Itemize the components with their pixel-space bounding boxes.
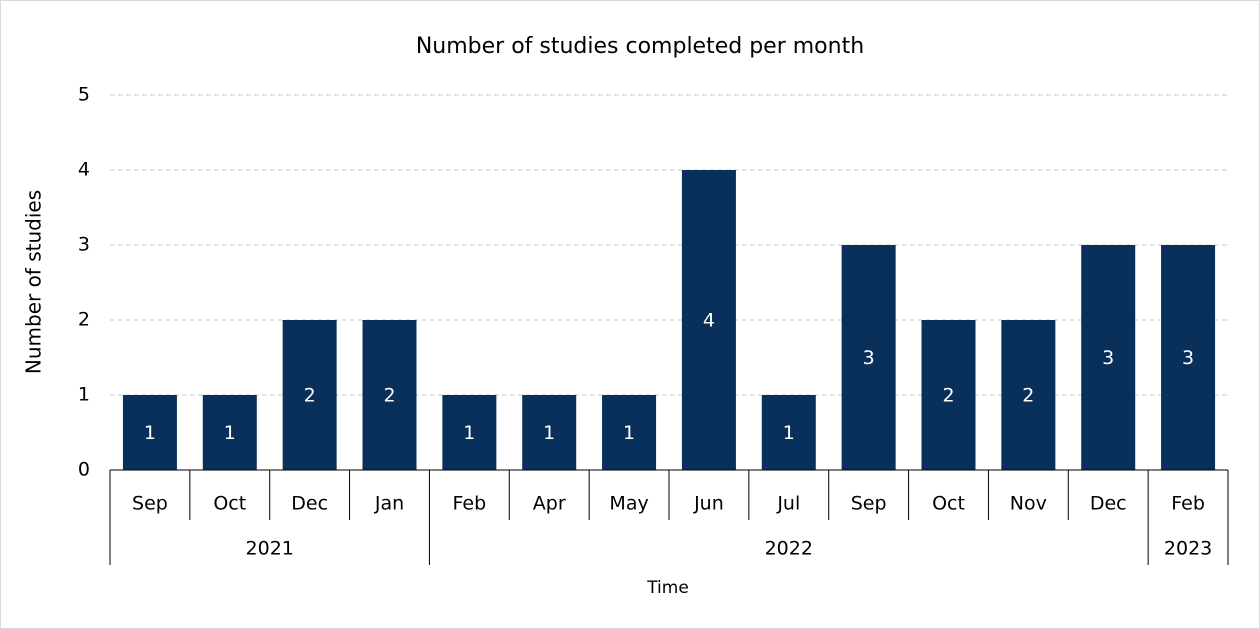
data-label: 3	[1102, 347, 1114, 369]
y-axis-label: Number of studies	[22, 190, 46, 374]
x-axis-label: Time	[646, 578, 689, 598]
bar	[841, 245, 896, 470]
y-tick-label: 4	[78, 159, 90, 181]
bar	[522, 395, 577, 470]
x-tick-label: Sep	[132, 493, 168, 515]
data-label: 4	[703, 310, 715, 332]
bar	[921, 320, 976, 470]
data-label: 2	[383, 385, 395, 407]
x-tick-label: Dec	[291, 493, 328, 515]
data-label: 3	[863, 347, 875, 369]
data-label: 1	[224, 422, 236, 444]
bar	[282, 320, 337, 470]
x-tick-label: Jan	[374, 493, 404, 515]
x-tick-label: Dec	[1090, 493, 1127, 515]
data-label: 1	[623, 422, 635, 444]
group-label: 2022	[765, 538, 813, 560]
data-label: 1	[463, 422, 475, 444]
y-tick-label: 2	[78, 309, 90, 331]
x-tick-label: Oct	[213, 493, 246, 515]
x-tick-label: Jun	[693, 493, 724, 515]
bar	[1081, 245, 1136, 470]
data-label: 2	[942, 385, 954, 407]
bar	[761, 395, 816, 470]
data-label: 1	[783, 422, 795, 444]
group-label: 2023	[1164, 538, 1212, 560]
x-tick-label: Feb	[453, 493, 487, 515]
bar	[202, 395, 257, 470]
x-tick-label: Jul	[776, 493, 800, 515]
x-tick-label: May	[609, 493, 648, 515]
data-label: 1	[144, 422, 156, 444]
x-tick-label: Nov	[1010, 493, 1047, 515]
data-label: 2	[1022, 385, 1034, 407]
x-tick-label: Apr	[533, 493, 566, 515]
data-label: 2	[304, 385, 316, 407]
group-label: 2021	[246, 538, 294, 560]
y-tick-label: 3	[78, 234, 90, 256]
bar	[1161, 245, 1216, 470]
chart-title: Number of studies completed per month	[416, 34, 864, 59]
y-tick-label: 1	[78, 384, 90, 406]
data-label: 3	[1182, 347, 1194, 369]
bar	[122, 395, 177, 470]
bar	[1001, 320, 1056, 470]
bar	[442, 395, 497, 470]
y-tick-label: 0	[78, 459, 90, 481]
bar	[362, 320, 417, 470]
bar	[681, 170, 736, 470]
y-tick-label: 5	[78, 84, 90, 106]
x-tick-label: Feb	[1171, 493, 1205, 515]
data-label: 1	[543, 422, 555, 444]
x-tick-label: Sep	[851, 493, 887, 515]
x-tick-label: Oct	[932, 493, 965, 515]
bar	[602, 395, 657, 470]
